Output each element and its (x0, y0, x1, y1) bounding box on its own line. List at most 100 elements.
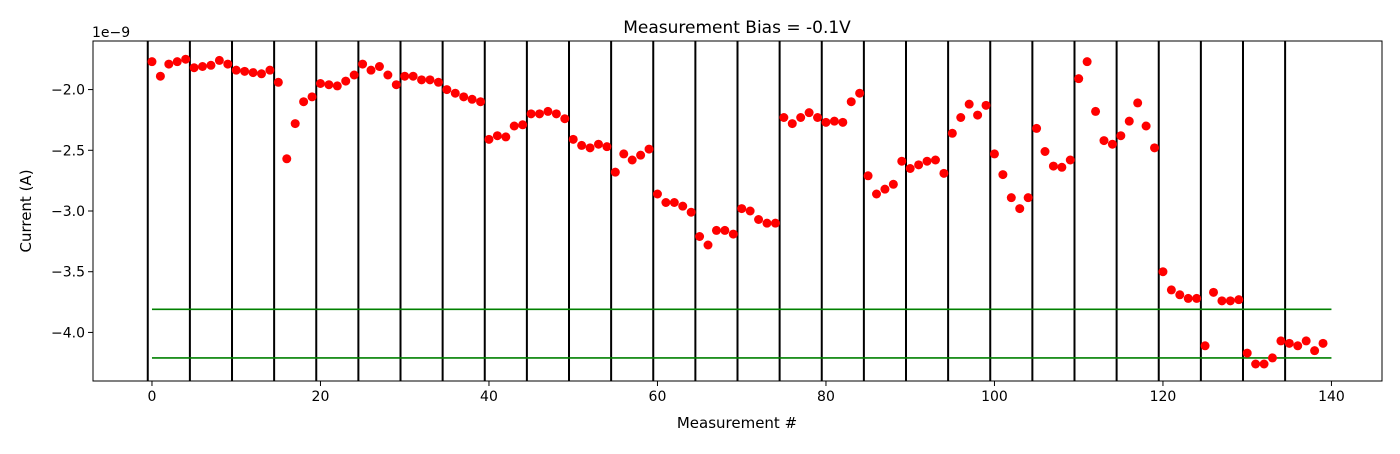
data-point (745, 206, 755, 216)
data-point (1293, 341, 1303, 351)
data-point (720, 225, 730, 235)
data-point (1200, 341, 1210, 351)
data-point (947, 128, 957, 138)
plot-frame (92, 40, 1383, 382)
data-point (661, 198, 671, 207)
data-point (1276, 336, 1286, 346)
data-point (610, 167, 620, 177)
data-point (686, 207, 696, 217)
data-point (846, 97, 856, 107)
data-point (560, 114, 570, 124)
data-point (315, 79, 325, 88)
data-point (627, 155, 637, 165)
data-point (256, 69, 266, 79)
data-point (804, 108, 814, 118)
data-point (888, 179, 898, 189)
data-point (1267, 353, 1277, 363)
data-point (425, 75, 435, 85)
data-point (198, 62, 208, 71)
data-point (1301, 336, 1311, 346)
data-point (737, 204, 747, 214)
data-point (1242, 348, 1252, 358)
data-point (248, 68, 258, 78)
data-point (989, 149, 999, 159)
data-point (1192, 293, 1202, 303)
data-point (341, 76, 351, 86)
data-point (282, 154, 292, 164)
data-point (147, 57, 157, 67)
data-point (332, 81, 342, 91)
data-point (1284, 338, 1294, 348)
data-point (324, 80, 334, 90)
data-point (1158, 267, 1168, 277)
data-point (1310, 346, 1320, 356)
data-point (1048, 161, 1058, 171)
data-point (391, 80, 401, 90)
data-point (189, 63, 199, 73)
data-point (273, 77, 283, 87)
data-point (181, 54, 191, 64)
data-point (1006, 193, 1016, 203)
y-offset-label: 1e−9 (92, 25, 130, 41)
x-axis-ticks: 0 20 40 60 80 100 120 140 (148, 381, 1345, 405)
data-point (813, 113, 823, 122)
data-point (1099, 136, 1109, 146)
data-point (1209, 287, 1219, 297)
data-point (1124, 116, 1134, 126)
data-point (821, 117, 831, 127)
data-point (636, 150, 646, 160)
data-point (1217, 296, 1227, 306)
data-point (905, 164, 915, 173)
data-point (695, 232, 705, 241)
data-point (872, 189, 882, 199)
data-point (762, 218, 772, 228)
data-point (417, 75, 427, 85)
data-point (678, 201, 688, 211)
data-point (400, 71, 410, 81)
data-point (711, 225, 721, 235)
data-point (998, 170, 1008, 180)
x-tick-label: 60 (649, 389, 667, 405)
y-axis-label: Current (A) (17, 169, 35, 252)
data-point (1150, 143, 1160, 153)
x-tick-label: 140 (1318, 389, 1345, 405)
data-point (930, 155, 940, 165)
data-point (265, 65, 275, 75)
data-point (770, 218, 780, 228)
data-point (838, 117, 848, 127)
data-point (585, 143, 595, 153)
data-point (535, 109, 545, 119)
data-point (796, 113, 806, 122)
data-point (787, 119, 797, 129)
data-point (897, 156, 907, 166)
data-point (1251, 359, 1261, 369)
x-tick-label: 100 (981, 389, 1008, 405)
data-point (1057, 162, 1067, 172)
data-point (358, 59, 368, 69)
x-tick-label: 120 (1150, 389, 1177, 405)
data-point (164, 59, 174, 69)
data-point (518, 120, 528, 130)
data-point (299, 97, 309, 107)
data-point (1234, 295, 1244, 305)
data-point (602, 142, 612, 152)
data-point (408, 71, 418, 81)
x-tick-label: 40 (480, 389, 498, 405)
data-point (155, 71, 165, 81)
data-point (1023, 193, 1033, 203)
data-point (652, 189, 662, 199)
data-point (577, 140, 587, 150)
data-point (526, 109, 536, 119)
data-point (1040, 147, 1050, 156)
data-point (1141, 121, 1151, 131)
data-point (349, 70, 359, 80)
data-point (467, 94, 477, 104)
y-axis-ticks: −4.0 −3.5 −3.0 −2.5 −2.0 (51, 83, 93, 341)
y-tick-label: −3.0 (51, 204, 85, 220)
data-point (728, 229, 738, 239)
data-point (956, 113, 966, 122)
data-point (1107, 139, 1117, 149)
data-point (568, 134, 578, 144)
data-point (501, 132, 511, 142)
data-point (1074, 74, 1084, 84)
